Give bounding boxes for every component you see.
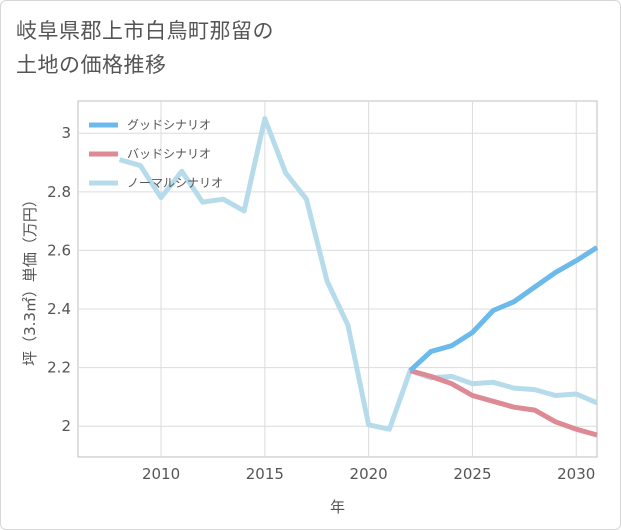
x-tick-label: 2020 [350, 465, 388, 483]
plot-area [77, 100, 598, 458]
legend-label: グッドシナリオ [127, 118, 211, 132]
y-tick-label: 2.4 [47, 300, 71, 318]
x-tick-label: 2025 [453, 465, 491, 483]
x-tick-label: 2010 [142, 465, 180, 483]
x-axis-label: 年 [330, 498, 345, 516]
x-tick-label: 2030 [557, 465, 595, 483]
series-line-2 [118, 116, 598, 432]
x-tick-label: 2015 [246, 465, 284, 483]
series-lines [118, 116, 599, 438]
grid-lines [78, 101, 597, 457]
chart-title-line1: 岐阜県郡上市白鳥町那留の [16, 19, 274, 43]
legend-label: ノーマルシナリオ [127, 176, 223, 190]
series-line-0 [408, 245, 599, 373]
legend-label: バッドシナリオ [127, 147, 211, 161]
y-tick-label: 2 [61, 417, 71, 435]
y-tick-label: 2.6 [47, 241, 71, 259]
y-axis-label: 坪（3.3㎡）単価（万円） [21, 192, 39, 366]
tick-labels: 2010 2015 2020 2025 2030 2 2.2 2.4 2.6 2.8 3 [47, 124, 595, 483]
y-tick-label: 3 [61, 124, 71, 142]
series-line-1 [409, 368, 598, 438]
chart-title-line2: 土地の価格推移 [16, 53, 167, 77]
y-tick-label: 2.2 [47, 359, 71, 377]
chart-title: 岐阜県郡上市白鳥町那留の 土地の価格推移 [16, 14, 536, 82]
y-tick-label: 2.8 [47, 183, 71, 201]
